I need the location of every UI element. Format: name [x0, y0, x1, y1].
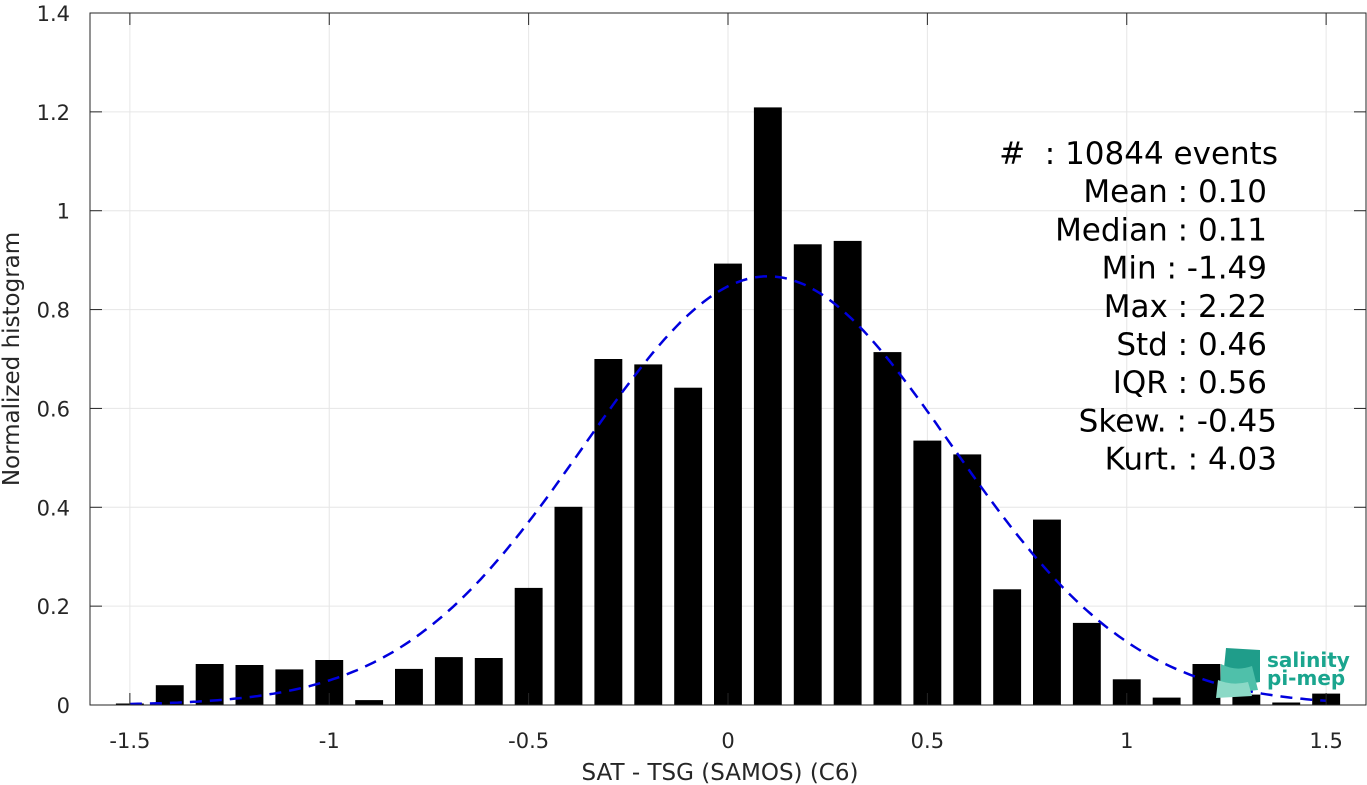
histogram-bar	[395, 668, 423, 705]
y-tick-label: 0.4	[37, 496, 70, 520]
histogram-bar	[594, 359, 623, 705]
stat-line: Max : 2.22	[1104, 289, 1267, 325]
stat-line: Median : 0.11	[1055, 212, 1267, 248]
histogram-bar	[1192, 664, 1221, 705]
histogram-bar	[1272, 702, 1301, 705]
histogram-bar	[155, 685, 184, 705]
histogram-bar	[1232, 694, 1261, 705]
gaussian-fit-curve	[129, 275, 1327, 706]
x-tick-label: -0.5	[508, 729, 549, 753]
x-tick-label: 0.5	[911, 729, 944, 753]
y-axis-label: Normalized histogram	[0, 232, 25, 486]
stat-line: Kurt. : 4.03	[1105, 442, 1277, 478]
histogram-bar	[793, 244, 822, 706]
x-tick-labels: -1.5 -1 -0.5 0 0.5 1 1.5	[109, 729, 1342, 753]
histogram-bar	[1033, 519, 1061, 705]
x-tick-label: 0	[721, 729, 734, 753]
histogram-bar	[714, 263, 742, 705]
histogram-bar	[634, 364, 663, 705]
histogram-bar	[1152, 697, 1181, 705]
histogram-bar	[993, 589, 1022, 705]
histogram-bar	[554, 506, 583, 705]
logo-line1: salinity	[1267, 648, 1350, 672]
x-tick-label: -1.5	[109, 729, 150, 753]
y-tick-label: 0.8	[37, 299, 70, 323]
histogram-bar	[953, 454, 982, 705]
y-tick-label: 1.4	[37, 2, 70, 26]
histogram-bar	[514, 587, 543, 705]
histogram-bar	[1072, 622, 1101, 705]
y-tick-labels: 0 0.2 0.4 0.6 0.8 1 1.2 1.4	[37, 2, 70, 718]
histogram-bar	[195, 664, 224, 705]
y-tick-label: 1.2	[37, 101, 70, 125]
y-tick-label: 0.2	[37, 595, 70, 619]
histogram-bar	[434, 657, 463, 705]
stat-line: Mean : 0.10	[1083, 174, 1267, 210]
y-tick-label: 0	[57, 694, 70, 718]
y-tick-label: 1	[57, 200, 70, 224]
histogram-bar	[474, 658, 503, 705]
plot-axes	[89, 12, 1367, 706]
stat-line: # : 10844 events	[999, 136, 1278, 172]
logo-wave-icon	[1216, 648, 1260, 698]
histogram-bar	[873, 352, 902, 705]
x-axis-label: SAT - TSG (SAMOS) (C6)	[582, 760, 859, 785]
histogram-bar	[275, 669, 304, 705]
histogram-bars	[115, 107, 1341, 706]
stat-line: Skew. : -0.45	[1079, 403, 1277, 439]
histogram-bar	[833, 240, 862, 705]
logo-line2: pi-mep	[1267, 666, 1345, 690]
x-tick-label: 1.5	[1309, 729, 1342, 753]
x-tick-label: 1	[1120, 729, 1133, 753]
histogram-bar	[674, 387, 703, 705]
histogram-bar	[355, 700, 384, 705]
y-tick-label: 0.6	[37, 397, 70, 421]
fit-curve-line	[129, 275, 1327, 706]
stat-line: Min : -1.49	[1102, 251, 1267, 287]
histogram-bar	[753, 107, 782, 705]
histogram-bar	[913, 440, 942, 705]
salinity-pi-mep-logo: salinity pi-mep	[1216, 648, 1350, 698]
stat-line: Std : 0.46	[1116, 327, 1267, 363]
x-tick-label: -1	[319, 729, 340, 753]
stat-line: IQR : 0.56	[1113, 365, 1267, 401]
